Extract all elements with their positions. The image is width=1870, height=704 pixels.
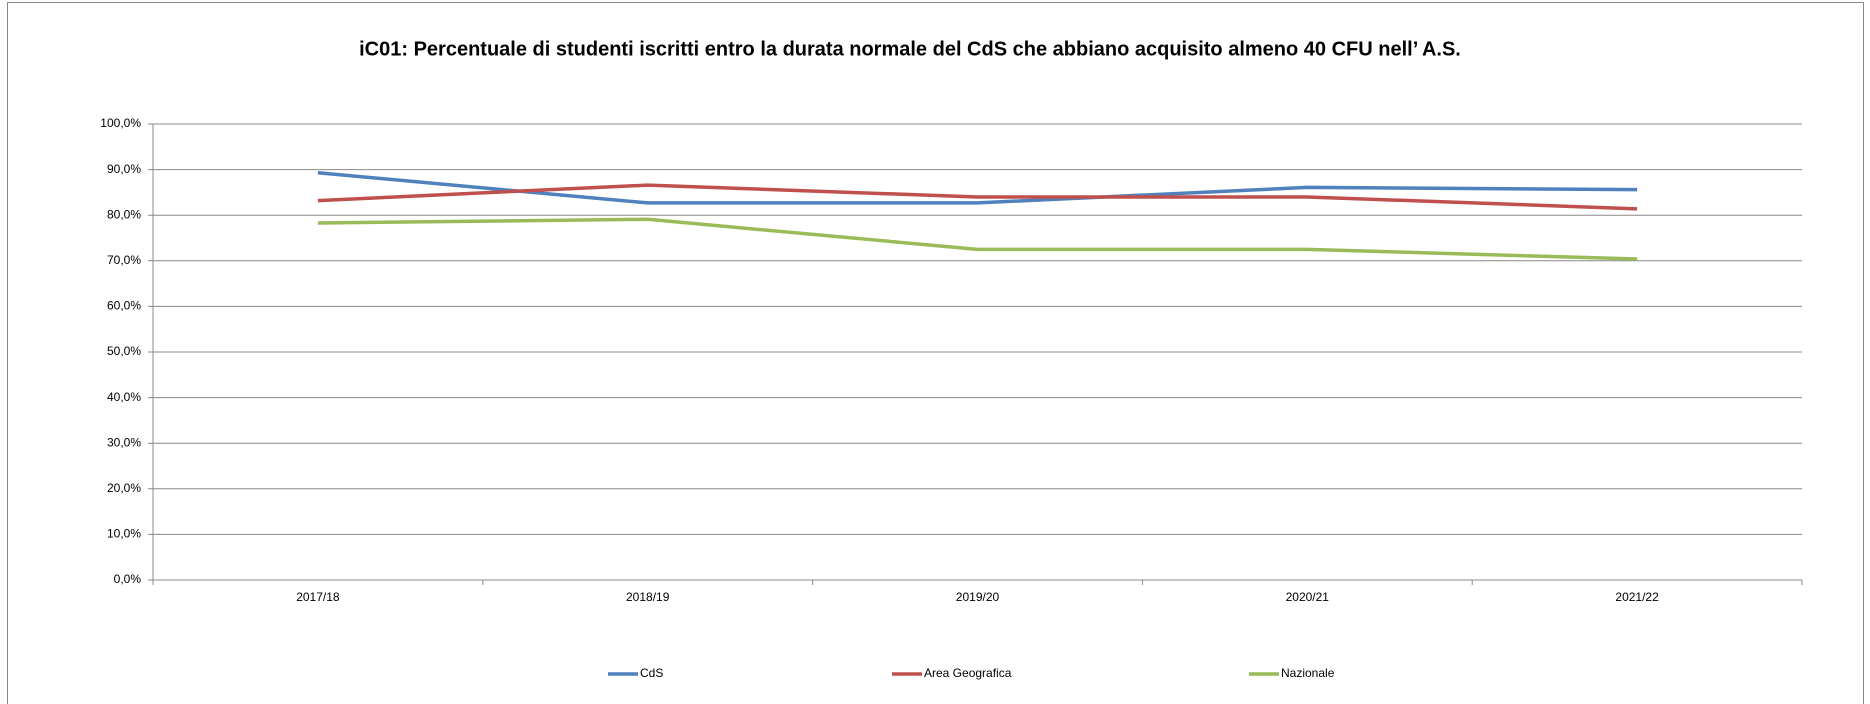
y-tick-label: 40,0% (107, 390, 141, 404)
series-line (317, 183, 1638, 211)
legend-label: CdS (640, 666, 663, 680)
chart-title: iC01: Percentuale di studenti iscritti e… (359, 38, 1461, 60)
x-tick-label: 2018/19 (626, 590, 670, 604)
x-tick-label: 2020/21 (1286, 590, 1330, 604)
y-tick-label: 60,0% (107, 299, 141, 313)
x-tick-label: 2021/22 (1615, 590, 1659, 604)
y-tick-label: 80,0% (107, 207, 141, 221)
y-tick-label: 70,0% (107, 253, 141, 267)
y-tick-label: 30,0% (107, 435, 141, 449)
series-line (317, 171, 1638, 205)
y-tick-label: 20,0% (107, 481, 141, 495)
legend-label: Nazionale (1281, 666, 1335, 680)
y-tick-label: 50,0% (107, 344, 141, 358)
x-tick-label: 2017/18 (296, 590, 340, 604)
series-line (317, 217, 1638, 261)
x-tick-label: 2019/20 (956, 590, 1000, 604)
y-tick-label: 90,0% (107, 162, 141, 176)
y-tick-label: 100,0% (100, 116, 141, 130)
y-tick-label: 10,0% (107, 527, 141, 541)
y-tick-label: 0,0% (114, 572, 142, 586)
chart-frame (7, 2, 1864, 704)
legend-label: Area Geografica (924, 666, 1012, 680)
